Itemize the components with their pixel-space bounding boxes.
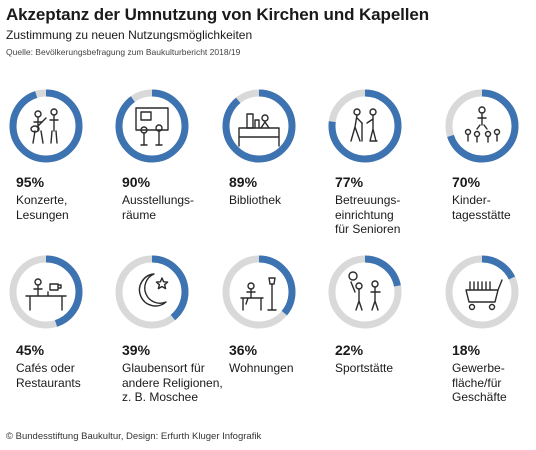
category-label-line: andere Religionen, — [122, 375, 223, 390]
category-label-line: fläche/für — [452, 375, 502, 390]
category-label: Bibliothek — [229, 193, 354, 208]
donut-value-arc — [9, 89, 83, 163]
donut-6 — [8, 254, 84, 330]
category-label: Kinder-tagesstätte — [452, 193, 536, 222]
chart-source: Quelle: Bevölkerungsbefragung zum Baukul… — [6, 47, 241, 57]
category-label-line: räume — [122, 207, 157, 222]
category-label: Ausstellungs-räume — [122, 193, 247, 222]
donut-svg — [9, 255, 83, 329]
donut-value-arc — [9, 255, 83, 329]
category-label-line: tagesstätte — [452, 207, 511, 222]
category-label-line: Betreuungs- — [335, 193, 401, 207]
category-label-line: Restaurants — [16, 375, 81, 390]
donut-9 — [327, 254, 403, 330]
donut-1 — [8, 88, 84, 164]
category-label: Gewerbe-fläche/für Geschäfte — [452, 361, 536, 405]
donut-value-arc — [115, 255, 189, 329]
category-label: Wohnungen — [229, 361, 354, 376]
donut-5 — [444, 88, 520, 164]
value-label: 18% — [452, 342, 481, 358]
value-label: 77% — [335, 174, 364, 190]
category-label-line: Geschäfte — [452, 390, 507, 404]
category-label-line: Lesungen — [16, 207, 69, 222]
donut-value-arc — [115, 89, 189, 163]
category-label: Glaubensort für andere Religionen, z. B. M… — [122, 361, 247, 405]
category-label: Konzerte, Lesungen — [16, 193, 141, 222]
crescent-star-icon — [138, 273, 169, 307]
donut-2 — [114, 88, 190, 164]
donut-value-arc — [222, 89, 296, 163]
chart-subtitle: Zustimmung zu neuen Nutzungsmöglichkeite… — [6, 28, 253, 42]
donut-8 — [221, 254, 297, 330]
category-label-line: einrichtung — [335, 207, 394, 222]
donut-10 — [444, 254, 520, 330]
value-label: 89% — [229, 174, 258, 190]
value-label: 22% — [335, 342, 364, 358]
exhibition-icon — [135, 107, 169, 146]
concert-icon — [30, 108, 59, 144]
donut-svg — [445, 255, 519, 329]
footer-credit: © Bundesstiftung Baukultur, Design: Erfu… — [6, 431, 262, 442]
donut-value-arc — [328, 89, 402, 163]
category-label-line: Kinder- — [452, 193, 491, 207]
donut-svg — [328, 255, 402, 329]
donut-svg — [115, 255, 189, 329]
chart-title: Akzeptanz der Umnutzung von Kirchen und … — [6, 5, 430, 24]
category-label-line: Konzerte, — [16, 193, 68, 207]
donut-value-arc — [328, 255, 402, 329]
category-label-line: Ausstellungs- — [122, 193, 195, 207]
value-label: 95% — [16, 174, 45, 190]
category-label-line: für Senioren — [335, 222, 401, 236]
cafe-icon — [25, 278, 67, 311]
category-label-line: Wohnungen — [229, 361, 294, 375]
library-icon — [238, 113, 280, 147]
donut-value-arc — [445, 255, 519, 329]
donut-4 — [327, 88, 403, 164]
category-label: Cafés oder Restaurants — [16, 361, 141, 390]
donut-svg — [222, 255, 296, 329]
donut-svg — [445, 89, 519, 163]
housing-icon — [240, 277, 277, 311]
donut-7 — [114, 254, 190, 330]
donut-value-arc — [445, 89, 519, 163]
category-label: Sportstätte — [335, 361, 460, 376]
category-label-line: Gewerbe- — [452, 361, 505, 375]
sports-icon — [348, 271, 381, 311]
donut-svg — [222, 89, 296, 163]
category-label-line: z. B. Moschee — [122, 390, 199, 404]
donut-svg — [328, 89, 402, 163]
commerce-icon — [465, 279, 503, 311]
donut-svg — [115, 89, 189, 163]
donut-svg — [9, 89, 83, 163]
category-label-line: Glaubensort für — [122, 361, 205, 375]
value-label: 45% — [16, 342, 45, 358]
value-label: 39% — [122, 342, 151, 358]
value-label: 70% — [452, 174, 481, 190]
kindergarten-icon — [464, 106, 501, 143]
category-label-line: Cafés oder — [16, 361, 75, 375]
senior-care-icon — [350, 108, 378, 142]
donut-3 — [221, 88, 297, 164]
value-label: 36% — [229, 342, 258, 358]
donut-value-arc — [222, 255, 296, 329]
value-label: 90% — [122, 174, 151, 190]
category-label-line: Sportstätte — [335, 361, 394, 375]
category-label-line: Bibliothek — [229, 193, 282, 207]
category-label: Betreuungs-einrichtung für Senioren — [335, 193, 460, 237]
